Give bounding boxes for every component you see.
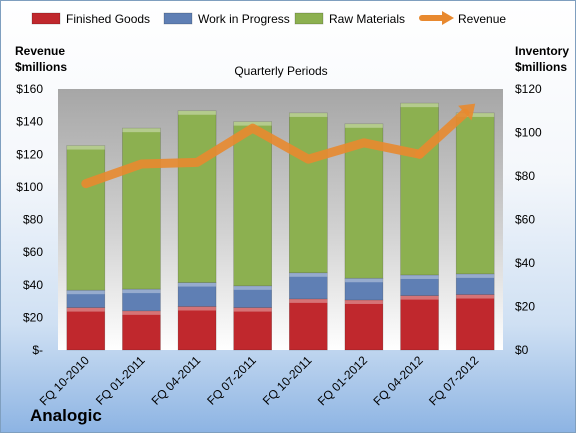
y-left-tick-label: $140 [16, 115, 43, 129]
y-left-tick-label: $20 [23, 310, 43, 324]
legend-label: Raw Materials [329, 12, 405, 26]
bar-segment-highlight [122, 128, 161, 133]
y-left-tick-label: $80 [23, 213, 43, 227]
y-right-tick-label: $80 [515, 169, 535, 183]
bar-segment-highlight [233, 285, 272, 290]
bar-segment [66, 145, 106, 291]
y-axis-right-ticks: $0 $20 $40 $60 $80 $100 $120 [515, 82, 542, 357]
y-axis-left-ticks: $- $20 $40 $60 $80 $100 $120 $140 $160 [16, 82, 43, 357]
bar-segment-highlight [456, 112, 495, 117]
x-tick-label: FQ 04-2011 [149, 353, 204, 408]
bar-segment-highlight [66, 290, 105, 295]
revenue-arrow-head [458, 103, 476, 121]
bar-segment [233, 121, 272, 287]
x-tick-label: FQ 04-2012 [370, 353, 425, 408]
bar-segment-highlight [178, 110, 217, 115]
bar-segment [455, 294, 495, 351]
y-axis-right-label-line2: $millions [515, 60, 567, 74]
bar-segment-highlight [122, 310, 161, 315]
bar-segment [289, 298, 328, 351]
bar-segment [400, 295, 439, 351]
bar-segment-highlight [289, 298, 328, 303]
bar-segment [122, 127, 161, 290]
legend-label: Finished Goods [66, 12, 150, 26]
bar-segment-highlight [178, 306, 217, 311]
x-tick-label: FQ 01-2011 [93, 353, 148, 408]
bar-segment [289, 112, 328, 274]
bar-segment-highlight [289, 112, 328, 117]
bar-segment [289, 272, 328, 300]
company-name: Analogic [30, 406, 102, 425]
bar-segment-highlight [289, 272, 328, 277]
bar-segment-highlight [400, 103, 439, 108]
y-axis-left-label-line2: $millions [15, 60, 67, 74]
bar-segment-highlight [178, 282, 217, 287]
revenue-line [81, 103, 476, 189]
legend-label: Work in Progress [198, 12, 290, 26]
legend-swatch [294, 12, 324, 25]
bar-segment [344, 299, 384, 351]
y-left-tick-label: $160 [16, 82, 43, 96]
y-right-tick-label: $60 [515, 213, 535, 227]
y-right-tick-label: $0 [515, 343, 529, 357]
x-tick-label: FQ 07-2012 [426, 353, 481, 408]
x-tick-label: FQ 10-2010 [37, 353, 92, 408]
bar-segment-highlight [456, 294, 495, 299]
bar-segment-highlight [66, 145, 105, 150]
y-axis-left-label-line1: Revenue [15, 44, 65, 58]
bar-segment [177, 306, 217, 351]
y-left-tick-label: $60 [23, 245, 43, 259]
x-tick-label: FQ 07-2011 [204, 353, 259, 408]
legend-swatch-arrow [442, 11, 454, 25]
x-tick-label: FQ 10-2011 [260, 353, 315, 408]
bar-segment-highlight [233, 121, 272, 126]
bar-segment-highlight [344, 299, 383, 304]
bar-segment [122, 310, 161, 351]
bar-segment-highlight [66, 307, 105, 312]
bar-segment [233, 307, 272, 351]
bar-segment [455, 112, 495, 275]
y-right-tick-label: $20 [515, 300, 535, 314]
bar-segment-highlight [344, 278, 383, 283]
y-left-tick-label: $100 [16, 180, 43, 194]
y-left-tick-label: $40 [23, 278, 43, 292]
chart-title: Quarterly Periods [234, 64, 327, 78]
y-right-tick-label: $120 [515, 82, 542, 96]
bar-segment [177, 110, 217, 283]
y-left-tick-label: $120 [16, 147, 43, 161]
bar-segment [400, 102, 439, 276]
revenue-line-path [415, 108, 470, 159]
bar-segment-highlight [456, 273, 495, 278]
legend-swatch [163, 12, 193, 25]
y-left-tick-label: $- [32, 343, 43, 357]
y-right-tick-label: $100 [515, 126, 542, 140]
legend-label: Revenue [458, 12, 506, 26]
y-right-tick-label: $40 [515, 256, 535, 270]
bar-segment-highlight [400, 295, 439, 300]
y-axis-right-label-line1: Inventory [515, 44, 569, 58]
bars [66, 102, 495, 351]
bar-segment [66, 307, 106, 351]
bar-segment-highlight [400, 274, 439, 279]
bar-segment-highlight [122, 289, 161, 294]
bar-segment-highlight [233, 307, 272, 312]
legend-swatch [31, 12, 61, 25]
bar-segment-highlight [344, 123, 383, 128]
legend: Finished Goods Work in Progress Raw Materi… [31, 11, 506, 26]
x-tick-label: FQ 01-2012 [315, 353, 370, 408]
x-axis-ticks: FQ 10-2010 FQ 01-2011 FQ 04-2011 FQ 07-2011… [37, 353, 482, 408]
